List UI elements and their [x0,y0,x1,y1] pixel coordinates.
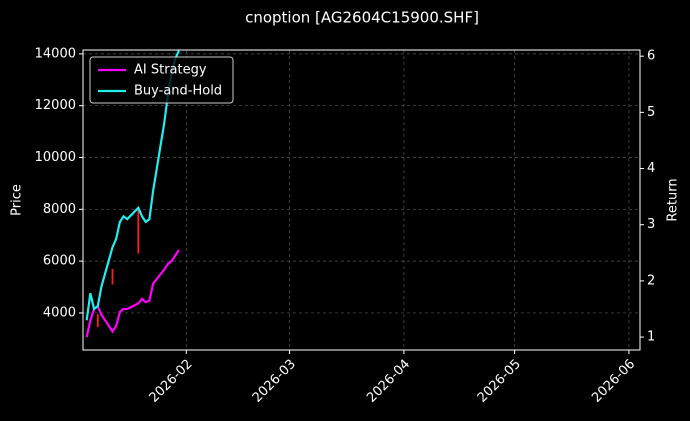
y2-tick-label: 3 [647,217,655,232]
y-tick-label: 4000 [43,305,76,320]
y-axis-label: Price [10,184,25,216]
y-tick-label: 14000 [35,46,76,61]
chart-title: cnoption [AG2604C15900.SHF] [245,9,479,27]
y-tick-label: 12000 [35,98,76,113]
legend-label: AI Strategy [134,63,207,78]
y2-tick-label: 1 [647,330,655,345]
plot-area [85,50,180,338]
y2-tick-label: 2 [647,273,655,288]
y-tick-label: 8000 [43,202,76,217]
y2-tick-label: 4 [647,161,655,176]
y-tick-label: 10000 [35,150,76,165]
y-tick-label: 6000 [43,254,76,269]
axes-frame [82,49,641,351]
series-line [85,249,180,338]
y2-tick-label: 6 [647,49,655,64]
y2-axis-label: Return [666,178,681,221]
grid [83,50,640,350]
y2-tick-label: 5 [647,105,655,120]
legend-label: Buy-and-Hold [134,84,222,99]
